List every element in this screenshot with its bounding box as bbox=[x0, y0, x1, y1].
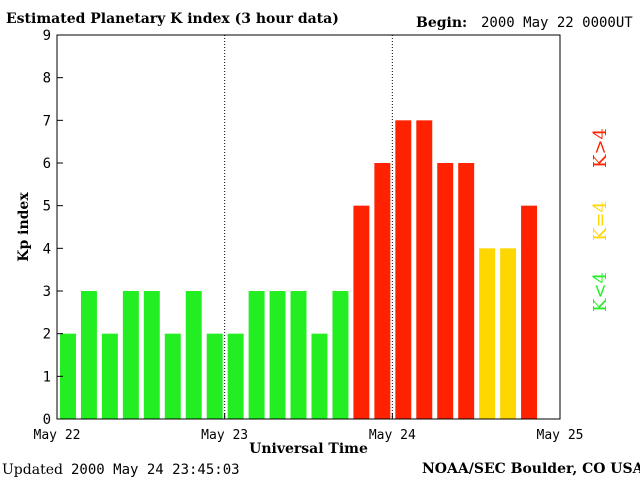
bar bbox=[416, 120, 433, 419]
updated-value: 2000 May 24 23:45:03 bbox=[71, 462, 240, 478]
bar bbox=[101, 333, 118, 419]
bar bbox=[311, 333, 328, 419]
bar bbox=[395, 120, 412, 419]
bar bbox=[227, 333, 244, 419]
chart-title: Estimated Planetary K index (3 hour data… bbox=[6, 11, 339, 27]
plot-frame bbox=[56, 34, 561, 420]
bar bbox=[122, 291, 139, 419]
y-tick-label: 2 bbox=[43, 327, 51, 343]
bar bbox=[206, 333, 223, 419]
bar bbox=[353, 205, 370, 419]
begin-value: 2000 May 22 0000UT bbox=[481, 15, 633, 31]
y-tick-label: 9 bbox=[43, 28, 51, 44]
x-axis-label: Universal Time bbox=[249, 441, 368, 457]
legend-k-high: K>4 bbox=[590, 128, 611, 168]
x-tick-label: May 24 bbox=[369, 428, 416, 443]
y-tick-label: 4 bbox=[43, 241, 51, 257]
y-tick-label: 7 bbox=[43, 113, 51, 129]
x-tick-label: May 25 bbox=[537, 428, 584, 443]
bar bbox=[458, 163, 475, 419]
bar bbox=[437, 163, 454, 419]
y-tick-label: 3 bbox=[43, 284, 51, 300]
y-tick-label: 1 bbox=[43, 369, 51, 385]
y-tick-label: 0 bbox=[43, 412, 51, 428]
legend-k-equal: K=4 bbox=[590, 201, 611, 241]
legend-k-low: K<4 bbox=[590, 272, 611, 312]
y-tick-label: 5 bbox=[43, 199, 51, 215]
begin-label: Begin: bbox=[416, 15, 468, 31]
bar bbox=[164, 333, 181, 419]
y-tick-label: 8 bbox=[43, 71, 51, 87]
bar bbox=[248, 291, 265, 419]
bar bbox=[521, 205, 538, 419]
y-tick-label: 6 bbox=[43, 156, 51, 172]
y-axis-label: Kp index bbox=[16, 192, 32, 262]
source-credit: NOAA/SEC Boulder, CO USA bbox=[422, 461, 640, 477]
bar bbox=[332, 291, 349, 419]
bar bbox=[374, 163, 391, 419]
bar bbox=[290, 291, 307, 419]
updated-label: Updated bbox=[2, 462, 63, 478]
bar bbox=[479, 248, 496, 419]
bar bbox=[500, 248, 517, 419]
bar bbox=[185, 291, 202, 419]
bar bbox=[143, 291, 160, 419]
x-tick-label: May 22 bbox=[34, 428, 81, 443]
bar bbox=[60, 333, 76, 419]
x-tick-label: May 23 bbox=[201, 428, 248, 443]
bar bbox=[269, 291, 286, 419]
bar bbox=[80, 291, 97, 419]
